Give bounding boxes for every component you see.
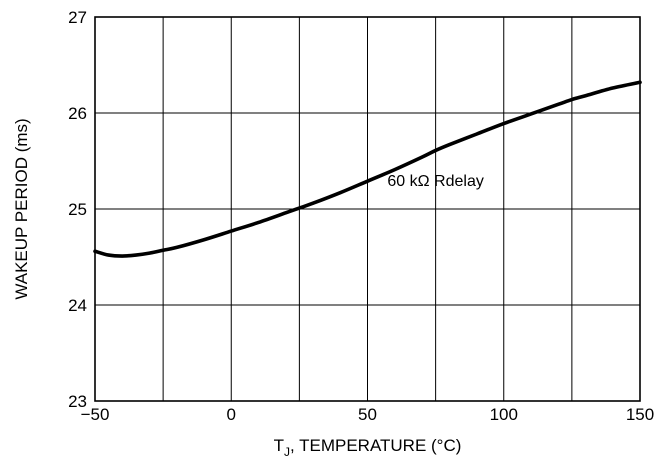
grid-lines: [95, 17, 640, 401]
y-axis-label: WAKEUP PERIOD (ms): [12, 118, 31, 299]
series-line: [93, 80, 642, 258]
y-tick-label: 26: [68, 104, 87, 123]
x-tick-label: 100: [490, 405, 518, 424]
x-tick-labels: −50 0 50 100 150: [81, 405, 655, 424]
x-tick-label: 0: [227, 405, 236, 424]
x-axis-label-subscript: J: [284, 445, 290, 459]
y-tick-label: 27: [68, 8, 87, 27]
x-tick-label: −50: [81, 405, 110, 424]
curve-annotation: 60 kΩ Rdelay: [387, 173, 483, 190]
x-tick-label: 150: [626, 405, 654, 424]
x-axis-label-prefix: T: [274, 436, 284, 455]
plot-frame: [94, 16, 641, 402]
y-tick-label: 23: [68, 392, 87, 411]
y-tick-label: 25: [68, 200, 87, 219]
x-tick-label: 50: [358, 405, 377, 424]
series-layer: [93, 80, 642, 258]
y-tick-labels: 23 24 25 26 27: [68, 8, 87, 411]
x-axis-label-suffix: , TEMPERATURE (°C): [290, 436, 461, 455]
x-axis-label: TJ, TEMPERATURE (°C): [274, 436, 462, 459]
annotations: 60 kΩ Rdelay: [387, 173, 483, 190]
y-tick-label: 24: [68, 296, 87, 315]
